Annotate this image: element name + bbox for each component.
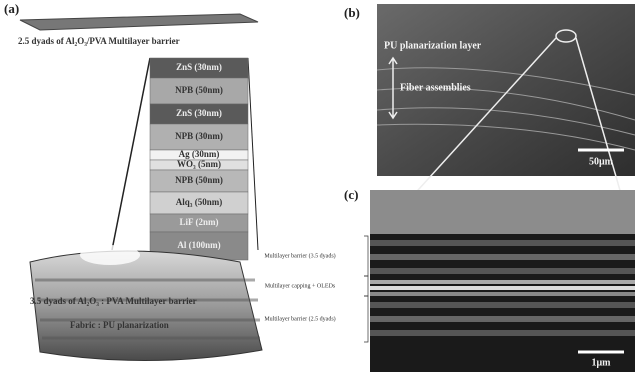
layer-label: NPB (30nm) xyxy=(175,131,223,141)
scale-label: 1μm xyxy=(592,357,612,368)
bracket xyxy=(364,296,368,342)
region-brackets: Multilayer barrier (3.5 dyads) Multilayer… xyxy=(264,236,368,342)
tem-stripe xyxy=(370,268,635,274)
tem-stripe xyxy=(370,254,635,260)
panel-label: (a) xyxy=(4,1,19,16)
layer-label: Alq₃ (50nm) xyxy=(176,197,222,207)
layer-label: ZnS (30nm) xyxy=(176,62,222,72)
tem-stripe xyxy=(370,240,635,246)
layer-label: NPB (50nm) xyxy=(175,175,223,185)
bracket xyxy=(364,276,368,296)
bottom-barrier-label: 3.5 dyads of Al₂O₃ : PVA Multilayer barr… xyxy=(30,296,197,306)
region-label: Multilayer barrier (2.5 dyads) xyxy=(264,315,335,322)
region-label: Multilayer capping + OLEDs xyxy=(265,283,336,289)
figure: (a) 2.5 dyads of Al₂O₃/PVA Multilayer ba… xyxy=(0,0,636,377)
connector xyxy=(112,58,150,250)
substrate-label: Fabric : PU planarization xyxy=(70,320,169,330)
tem-stripe xyxy=(370,302,635,308)
tem-stripe xyxy=(370,286,635,290)
layer-label: NPB (50nm) xyxy=(175,85,223,95)
tem-stripe xyxy=(370,292,635,296)
layer-label: WO₃ (5nm) xyxy=(177,159,221,169)
top-barrier-label: 2.5 dyads of Al₂O₃/PVA Multilayer barrie… xyxy=(18,36,180,46)
scale-label: 50μm xyxy=(589,156,614,167)
connector xyxy=(248,58,258,250)
tem-stripe xyxy=(370,280,635,284)
layer-label: ZnS (30nm) xyxy=(176,108,222,118)
top-barrier-slab xyxy=(20,14,258,30)
panel-label: (b) xyxy=(344,5,360,20)
glow xyxy=(80,245,140,265)
panel-label: (c) xyxy=(344,187,358,202)
layer-stack: ZnS (30nm) NPB (50nm) ZnS (30nm) NPB (30nm)… xyxy=(150,58,248,260)
bracket xyxy=(364,236,368,276)
tem-stripe xyxy=(370,316,635,322)
layer-label: Al (100nm) xyxy=(177,240,220,250)
region-label: Multilayer barrier (3.5 dyads) xyxy=(264,252,335,259)
annotation: PU planarization layer xyxy=(384,40,482,51)
tem-stripe xyxy=(370,330,635,336)
tem-top xyxy=(370,190,635,234)
layer-label: LiF (2nm) xyxy=(180,217,219,227)
tem-image xyxy=(370,190,635,372)
layer-label: Ag (30nm) xyxy=(179,149,220,159)
annotation: Fiber assemblies xyxy=(400,82,471,93)
page: {"panels": [ {"label": "(a)", "top_barri… xyxy=(0,0,636,377)
